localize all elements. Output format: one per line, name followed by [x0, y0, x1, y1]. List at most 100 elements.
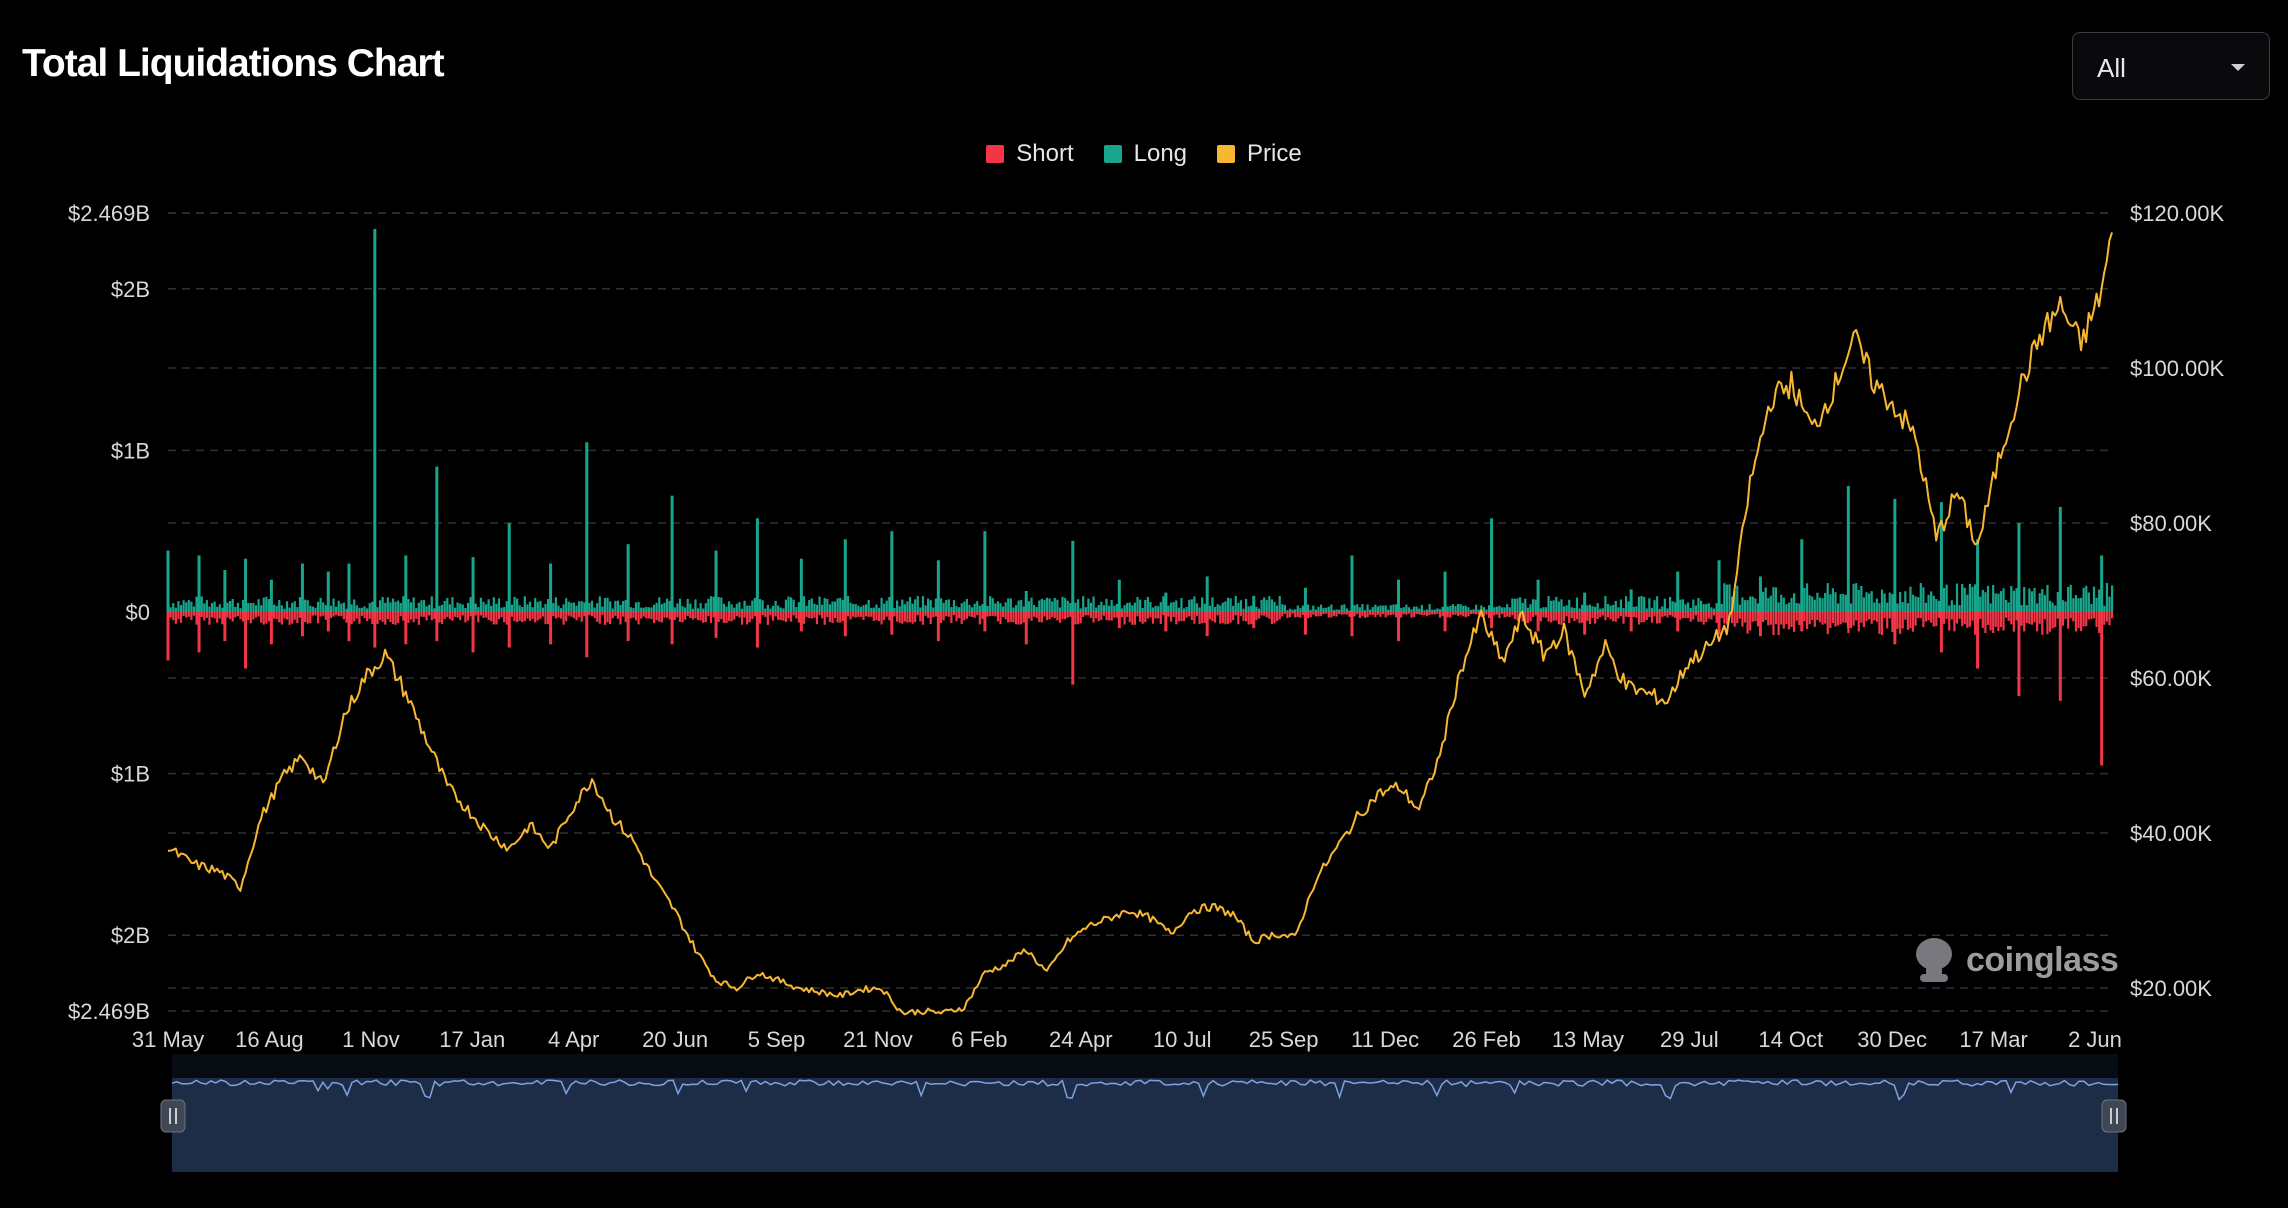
short-bar	[914, 612, 917, 623]
long-bar	[1303, 587, 1307, 612]
range-select[interactable]: All	[2072, 32, 2270, 100]
long-bar	[1508, 607, 1511, 612]
short-bar	[507, 612, 511, 648]
long-bar	[174, 607, 177, 612]
short-bar	[528, 612, 532, 621]
long-bar	[2079, 597, 2083, 612]
short-bar	[1674, 612, 1677, 618]
x-tick-label: 24 Apr	[1049, 1027, 1113, 1052]
long-bar	[1250, 605, 1253, 612]
long-bar	[1418, 608, 1421, 612]
short-bar	[2038, 612, 2041, 624]
short-bar	[360, 612, 364, 616]
long-bar	[1849, 603, 1853, 612]
long-bar	[490, 605, 493, 612]
short-bar	[1653, 612, 1656, 617]
long-bar	[730, 604, 733, 612]
short-bar	[223, 612, 227, 642]
short-bar	[547, 612, 550, 625]
short-bar	[1687, 612, 1690, 619]
legend-item-short[interactable]: Short	[986, 140, 1074, 168]
long-bar	[461, 604, 464, 612]
short-bar	[269, 612, 273, 645]
long-bar	[1937, 600, 1940, 612]
short-bar	[1387, 612, 1390, 616]
navigator-handle-left[interactable]	[160, 1099, 186, 1133]
short-bar	[1389, 612, 1392, 615]
long-bar	[500, 607, 503, 612]
long-bar	[1687, 602, 1690, 612]
long-bar	[968, 604, 971, 612]
short-bar	[1064, 612, 1067, 620]
legend-item-long[interactable]: Long	[1103, 140, 1187, 168]
short-bar	[1102, 612, 1106, 616]
short-bar	[1939, 612, 1943, 653]
long-bar	[358, 607, 361, 612]
short-bar	[1568, 612, 1571, 624]
long-bar	[828, 604, 831, 612]
long-bar	[647, 607, 651, 612]
short-bar	[1303, 612, 1307, 635]
short-bar	[950, 612, 953, 624]
y-right-tick-label: $60.00K	[2130, 666, 2212, 691]
short-bar	[1862, 612, 1866, 628]
long-bar	[1506, 604, 1509, 612]
short-bar	[792, 612, 795, 616]
long-bar	[823, 598, 826, 612]
short-bar	[1154, 612, 1157, 619]
long-bar	[1307, 604, 1310, 612]
short-bar	[1976, 612, 1980, 669]
short-bar	[1790, 612, 1793, 627]
short-bar	[799, 612, 803, 632]
long-bar	[1082, 596, 1085, 612]
short-bar	[1780, 612, 1783, 625]
long-bar	[262, 597, 265, 612]
short-bar	[1278, 612, 1281, 620]
short-bar	[939, 612, 943, 624]
short-bar	[1720, 612, 1723, 619]
short-bar	[1004, 612, 1007, 620]
short-bar	[712, 612, 715, 618]
long-bar	[619, 604, 622, 612]
long-bar	[1363, 610, 1367, 612]
legend-item-price[interactable]: Price	[1217, 140, 1302, 168]
long-bar	[1702, 604, 1705, 612]
long-bar	[1663, 598, 1666, 612]
short-bar	[1048, 612, 1051, 620]
short-bar	[1736, 612, 1739, 624]
short-bar	[2072, 612, 2075, 622]
x-tick-label: 30 Dec	[1857, 1027, 1927, 1052]
long-bar	[1376, 606, 1380, 612]
long-bar	[1294, 609, 1297, 612]
short-bar	[1126, 612, 1129, 617]
short-bar	[1868, 612, 1871, 620]
short-bar	[668, 612, 671, 620]
long-bar	[691, 608, 694, 612]
short-bar	[606, 612, 609, 623]
long-bar	[2015, 588, 2018, 612]
short-bar	[1924, 612, 1928, 622]
long-bar	[746, 605, 749, 612]
short-bar	[1834, 612, 1837, 627]
long-bar	[505, 601, 508, 612]
short-bar	[1899, 612, 1902, 634]
long-bar	[1441, 606, 1444, 612]
long-bar	[1831, 588, 1835, 612]
short-bar	[1643, 612, 1646, 622]
range-navigator[interactable]	[160, 1054, 2127, 1172]
short-bar	[505, 612, 508, 625]
long-bar	[1917, 597, 1920, 612]
long-bar	[1782, 597, 1785, 612]
short-bar	[1467, 612, 1470, 617]
short-bar	[1017, 612, 1020, 625]
short-bar	[1485, 612, 1488, 615]
short-bar	[471, 612, 475, 653]
long-bar	[1785, 604, 1788, 612]
navigator-handle-right[interactable]	[2101, 1099, 2127, 1133]
short-bar	[552, 612, 555, 617]
long-bar	[1498, 605, 1501, 612]
long-bar	[1102, 605, 1106, 612]
short-bar	[1609, 612, 1612, 620]
long-bar	[1513, 598, 1517, 612]
short-bar	[2105, 612, 2109, 622]
